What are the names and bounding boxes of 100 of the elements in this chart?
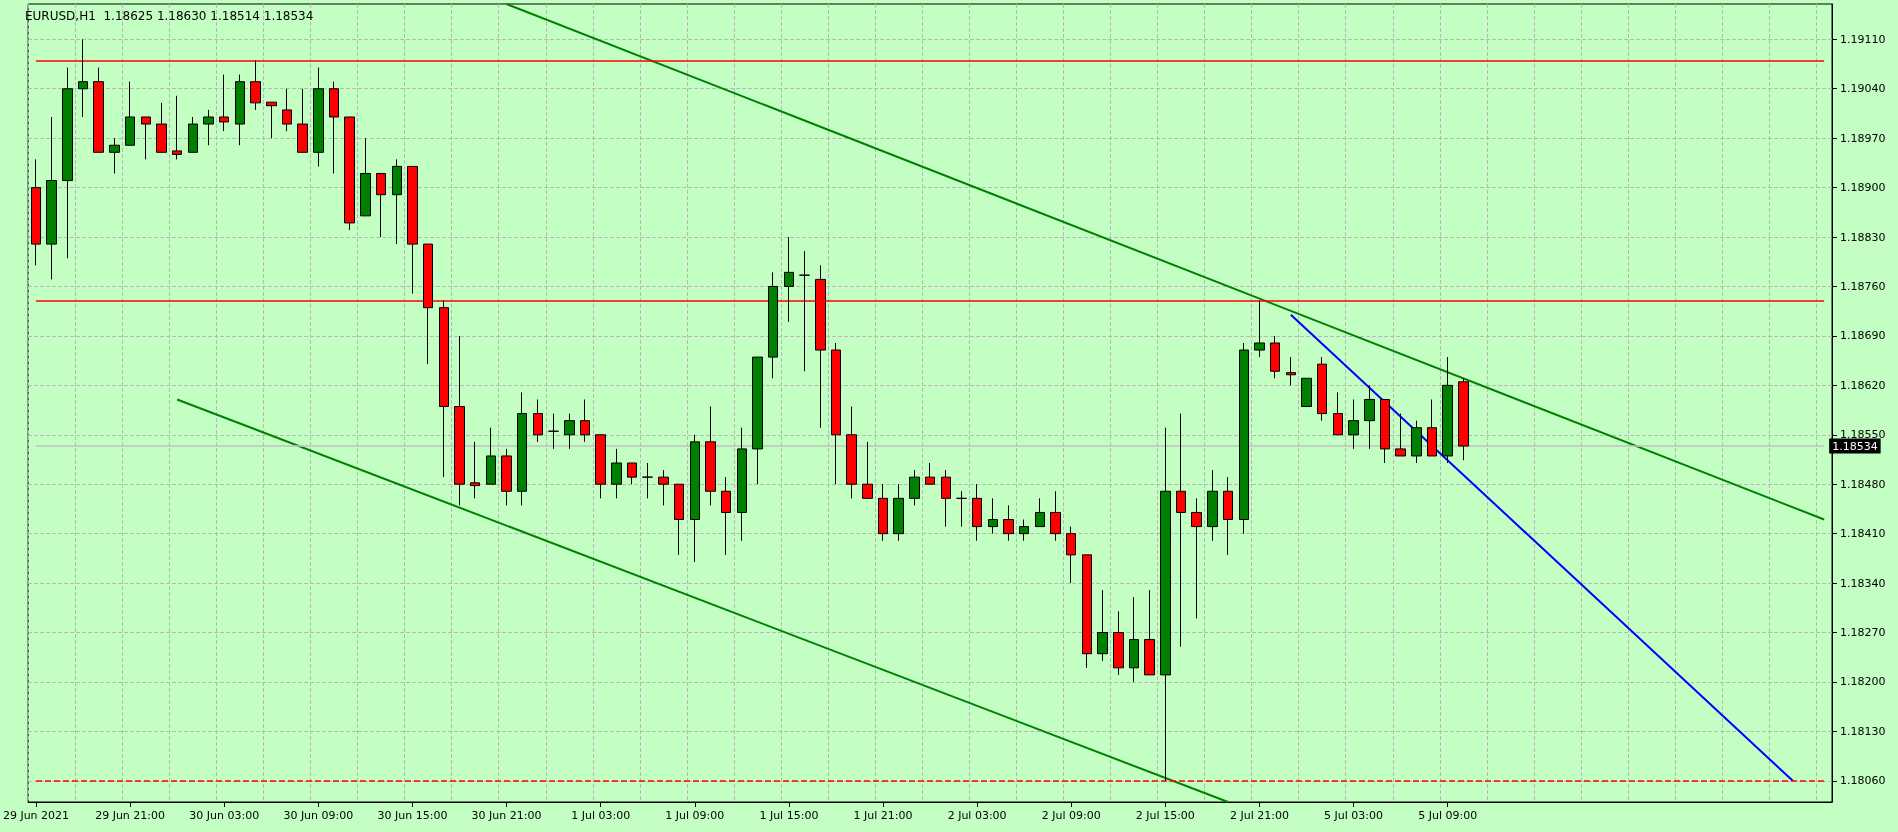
chart-title: EURUSD,H1 1.18625 1.18630 1.18514 1.18534	[25, 9, 314, 23]
candlestick	[156, 102, 167, 153]
candlestick	[799, 250, 810, 372]
candlestick	[1082, 554, 1092, 669]
x-tick-label: 2 Jul 03:00	[947, 809, 1007, 822]
candlestick	[1254, 300, 1265, 358]
candlestick	[1097, 589, 1108, 662]
candlestick	[297, 88, 308, 153]
candlestick	[172, 95, 182, 160]
candlestick	[266, 101, 277, 139]
x-tick-label: 1 Jul 15:00	[759, 809, 819, 822]
y-tick-label: 1.19110	[1840, 32, 1886, 46]
candlestick	[956, 490, 967, 528]
candlestick	[1239, 342, 1249, 535]
candlestick	[1427, 398, 1437, 457]
candlestick	[1207, 469, 1218, 542]
candlestick	[1066, 526, 1076, 584]
y-tick-label: 1.18620	[1840, 378, 1886, 392]
candlestick	[988, 497, 998, 535]
candlestick	[721, 476, 731, 556]
x-tick-label: 30 Jun 03:00	[189, 809, 260, 822]
candlestick	[564, 413, 575, 450]
candlestick	[344, 116, 355, 231]
candlestick	[1191, 497, 1202, 619]
candlestick	[235, 74, 245, 146]
y-tick-label: 1.18480	[1840, 477, 1886, 491]
candlestick	[1050, 490, 1061, 542]
candlestick	[580, 398, 590, 443]
candlestick	[548, 413, 559, 450]
candlestick	[376, 172, 386, 238]
y-tick-label: 1.18830	[1840, 230, 1886, 244]
candlestick	[705, 406, 716, 506]
candlestick	[1035, 497, 1045, 528]
x-tick-label: 1 Jul 09:00	[665, 809, 725, 822]
candlestick	[470, 441, 480, 499]
candlestick	[1113, 610, 1124, 676]
candlestick	[831, 342, 841, 485]
candlestick	[1364, 384, 1375, 450]
candlestick	[1395, 413, 1406, 457]
candlestick	[972, 483, 982, 542]
candlestick	[125, 81, 135, 146]
candlestick	[501, 448, 512, 506]
candlestick	[862, 441, 873, 499]
candlestick	[909, 469, 920, 506]
candlestick	[219, 74, 229, 132]
y-tick-label: 1.18270	[1840, 626, 1886, 640]
candlestick	[1301, 377, 1312, 408]
x-tick-label: 29 Jun 21:00	[95, 809, 166, 822]
candlestick	[1129, 596, 1139, 683]
candlestick	[141, 116, 151, 160]
y-tick-label: 1.18760	[1840, 279, 1886, 293]
candlestick	[1333, 391, 1343, 436]
candlestick	[595, 434, 606, 499]
candlestick	[1458, 377, 1469, 461]
candlestick	[62, 67, 73, 259]
candlestick	[407, 165, 418, 295]
candlestick	[1019, 519, 1029, 542]
x-tick-label: 2 Jul 15:00	[1135, 809, 1195, 822]
x-tick-label: 30 Jun 21:00	[471, 809, 542, 822]
candlestick	[1003, 504, 1014, 542]
candlestick	[925, 462, 935, 485]
y-tick-label: 1.18690	[1840, 329, 1886, 343]
candlestick	[454, 335, 465, 506]
candlestick	[878, 483, 888, 542]
y-tick-label: 1.18410	[1840, 527, 1886, 541]
candlestick	[784, 236, 794, 323]
x-tick-label: 5 Jul 03:00	[1324, 809, 1384, 822]
x-tick-label: 1 Jul 03:00	[571, 809, 631, 822]
candlestick	[658, 469, 669, 506]
candlestick	[360, 137, 371, 217]
y-tick-label: 1.18970	[1840, 131, 1886, 145]
candlestick	[392, 158, 402, 245]
candlestick	[533, 398, 543, 443]
candlestick	[203, 109, 214, 146]
y-tick-label: 1.18550	[1840, 428, 1886, 442]
candlestick	[1144, 589, 1155, 676]
candlestick	[611, 448, 622, 499]
x-tick-label: 29 Jun 2021	[2, 809, 70, 822]
candlestick	[1223, 476, 1233, 556]
x-tick-label: 30 Jun 15:00	[377, 809, 448, 822]
candlestick	[1411, 420, 1422, 464]
candlestick	[93, 67, 104, 153]
candlestick	[690, 434, 700, 563]
candlestick	[1442, 356, 1453, 464]
candlestick	[752, 356, 763, 485]
candlestick	[737, 427, 747, 542]
candlestick	[1380, 398, 1390, 464]
x-tick-label: 2 Jul 21:00	[1229, 809, 1289, 822]
y-tick-label: 1.18060	[1840, 774, 1886, 788]
candlestick	[1270, 335, 1280, 379]
candlestick	[313, 67, 324, 167]
candlestick	[941, 469, 951, 528]
candlestick	[188, 116, 198, 153]
y-tick-label: 1.18130	[1840, 724, 1886, 738]
candlestick	[46, 116, 57, 280]
ref-line-label: 1.18534	[1832, 439, 1878, 453]
candlestick	[1176, 413, 1186, 648]
candlestick	[893, 483, 904, 542]
candlestick	[31, 158, 41, 266]
candlestick	[627, 462, 637, 485]
